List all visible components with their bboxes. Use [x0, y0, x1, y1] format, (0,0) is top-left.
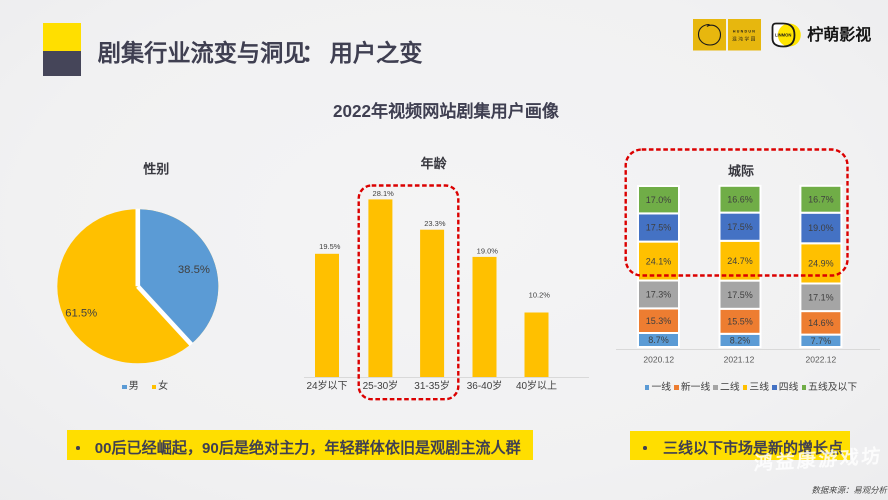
- svg-text:2021.12: 2021.12: [724, 355, 755, 365]
- svg-text:19.0%: 19.0%: [808, 223, 834, 233]
- svg-text:7.7%: 7.7%: [811, 336, 832, 346]
- svg-text:31-35岁: 31-35岁: [414, 379, 450, 392]
- svg-text:8.2%: 8.2%: [730, 336, 751, 346]
- svg-text:2022.12: 2022.12: [806, 355, 837, 365]
- svg-text:混沌学园: 混沌学园: [732, 36, 757, 43]
- svg-text:36-40岁: 36-40岁: [467, 379, 503, 392]
- svg-text:17.1%: 17.1%: [808, 293, 834, 303]
- svg-text:2020.12: 2020.12: [643, 355, 674, 365]
- svg-text:15.3%: 15.3%: [646, 316, 672, 326]
- svg-text:10.2%: 10.2%: [529, 291, 551, 300]
- svg-text:24岁以下: 24岁以下: [306, 379, 347, 392]
- svg-text:14.6%: 14.6%: [808, 318, 834, 328]
- svg-text:16.6%: 16.6%: [727, 194, 753, 204]
- svg-text:40岁以上: 40岁以上: [516, 379, 557, 392]
- svg-text:16.7%: 16.7%: [808, 195, 834, 205]
- svg-text:LINMON: LINMON: [775, 32, 792, 37]
- svg-text:性别: 性别: [143, 162, 169, 177]
- svg-text:17.5%: 17.5%: [727, 222, 753, 232]
- svg-text:年龄: 年龄: [421, 156, 448, 171]
- svg-text:24.9%: 24.9%: [808, 259, 834, 269]
- svg-text:17.3%: 17.3%: [646, 290, 672, 300]
- svg-text:17.5%: 17.5%: [727, 290, 753, 300]
- svg-text:38.5%: 38.5%: [178, 264, 210, 276]
- svg-text:25-30岁: 25-30岁: [363, 379, 399, 392]
- svg-text:8.7%: 8.7%: [648, 335, 669, 345]
- svg-text:HUNDUN: HUNDUN: [733, 30, 756, 34]
- svg-text:24.1%: 24.1%: [646, 256, 672, 266]
- svg-text:城际: 城际: [728, 164, 754, 179]
- svg-text:17.0%: 17.0%: [646, 195, 672, 205]
- svg-text:24.7%: 24.7%: [727, 256, 753, 266]
- svg-text:15.5%: 15.5%: [727, 317, 753, 327]
- svg-text:19.0%: 19.0%: [477, 246, 499, 255]
- svg-text:28.1%: 28.1%: [373, 189, 395, 198]
- svg-text:61.5%: 61.5%: [65, 308, 97, 320]
- svg-text:23.3%: 23.3%: [424, 219, 446, 228]
- svg-text:17.5%: 17.5%: [646, 223, 672, 233]
- svg-text:19.5%: 19.5%: [319, 242, 341, 251]
